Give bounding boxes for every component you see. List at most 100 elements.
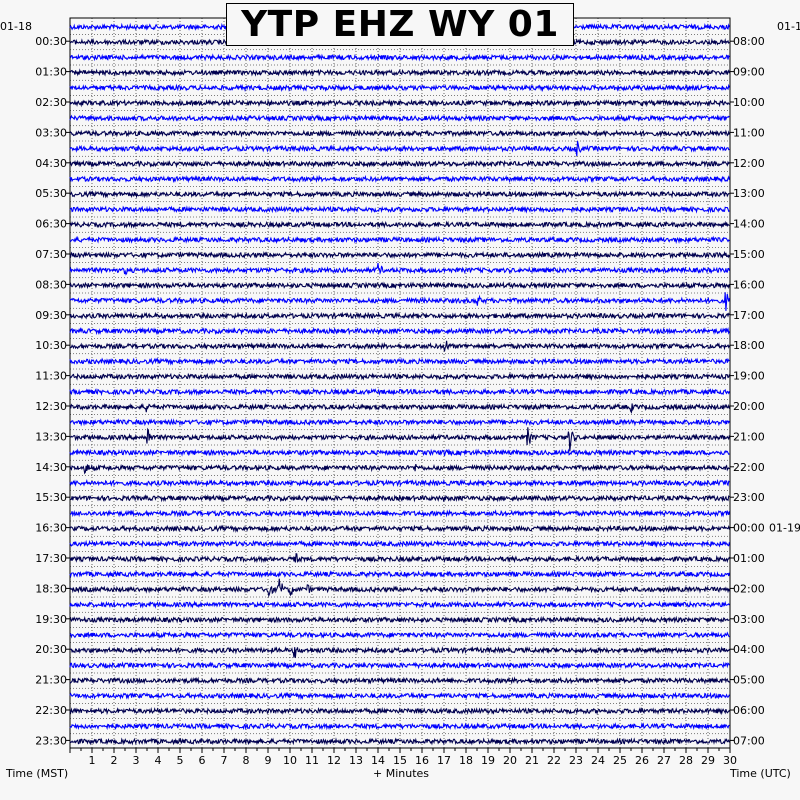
seismic-trace — [69, 417, 730, 427]
seismic-trace — [69, 98, 730, 108]
y-tick-label-right: 18:00 — [733, 339, 765, 352]
seismic-trace — [69, 281, 730, 290]
y-tick-label-right: 06:00 — [733, 704, 765, 717]
y-tick-label-right: 19:00 — [733, 370, 765, 383]
x-tick-label: 6 — [199, 754, 206, 767]
y-tick-label-right: 10:00 — [733, 96, 765, 109]
y-tick-label-right: 05:00 — [733, 674, 765, 687]
seismic-trace — [69, 570, 730, 579]
y-tick-label-right: 00:00 — [733, 522, 765, 535]
y-tick-label-right: 11:00 — [733, 126, 765, 139]
y-tick-label-right: 20:00 — [733, 400, 765, 413]
y-axis-label-right: Time (UTC) — [730, 767, 791, 780]
seismic-trace — [69, 235, 730, 245]
seismic-trace — [69, 387, 730, 397]
seismic-trace — [69, 402, 730, 414]
y-tick-label-left: 23:30 — [35, 734, 67, 747]
seismic-trace — [69, 578, 730, 598]
seismic-trace — [69, 262, 730, 276]
y-tick-label-right: 01:00 — [733, 552, 765, 565]
seismic-trace — [69, 250, 730, 260]
y-tick-label-left: 02:30 — [35, 96, 67, 109]
right-date-change-label: 01-19 — [769, 522, 800, 535]
x-tick-label: 27 — [657, 754, 671, 767]
y-tick-label-right: 09:00 — [733, 66, 765, 79]
x-tick-label: 5 — [177, 754, 184, 767]
y-tick-label-right: 16:00 — [733, 278, 765, 291]
x-tick-label: 16 — [415, 754, 429, 767]
chart-title: YTP EHZ WY 01 — [241, 3, 559, 45]
y-tick-label-left: 19:30 — [35, 613, 67, 626]
seismic-trace — [69, 292, 730, 311]
x-tick-label: 26 — [635, 754, 649, 767]
seismic-trace — [69, 539, 730, 549]
y-tick-label-left: 12:30 — [35, 400, 67, 413]
left-date-label: 01-18 — [0, 20, 32, 33]
y-tick-label-right: 23:00 — [733, 491, 765, 504]
x-tick-label: 8 — [243, 754, 250, 767]
x-tick-label: 17 — [437, 754, 451, 767]
x-axis-label: + Minutes — [373, 767, 430, 780]
x-tick-label: 11 — [305, 754, 319, 767]
y-tick-label-left: 01:30 — [35, 66, 67, 79]
y-tick-label-left: 17:30 — [35, 552, 67, 565]
y-tick-label-right: 07:00 — [733, 734, 765, 747]
y-tick-label-right: 22:00 — [733, 461, 765, 474]
x-tick-label: 19 — [481, 754, 495, 767]
y-tick-label-left: 07:30 — [35, 248, 67, 261]
seismic-trace — [69, 552, 730, 564]
y-tick-label-right: 15:00 — [733, 248, 765, 261]
seismic-trace — [69, 691, 730, 701]
x-tick-label: 25 — [613, 754, 627, 767]
y-tick-label-right: 12:00 — [733, 157, 765, 170]
seismic-trace — [69, 448, 730, 457]
seismic-trace — [69, 427, 730, 452]
y-tick-label-left: 18:30 — [35, 582, 67, 595]
x-tick-label: 10 — [283, 754, 297, 767]
y-tick-label-right: 17:00 — [733, 309, 765, 322]
plot-frame — [69, 17, 731, 749]
y-tick-label-left: 08:30 — [35, 278, 67, 291]
seismic-trace — [69, 615, 730, 625]
seismic-trace — [69, 174, 730, 184]
x-tick-label: 24 — [591, 754, 605, 767]
y-tick-label-left: 13:30 — [35, 430, 67, 443]
seismic-trace — [69, 113, 730, 123]
y-tick-label-left: 04:30 — [35, 157, 67, 170]
y-tick-label-left: 00:30 — [35, 35, 67, 48]
x-tick-label: 14 — [371, 754, 385, 767]
x-tick-label: 1 — [89, 754, 96, 767]
x-tick-label: 7 — [221, 754, 228, 767]
y-tick-label-left: 06:30 — [35, 218, 67, 231]
seismic-trace — [69, 706, 730, 716]
x-tick-label: 3 — [133, 754, 140, 767]
seismic-trace — [69, 600, 730, 609]
y-tick-label-left: 21:30 — [35, 674, 67, 687]
y-tick-label-left: 05:30 — [35, 187, 67, 200]
x-tick-label: 23 — [569, 754, 583, 767]
y-tick-label-left: 20:30 — [35, 643, 67, 656]
y-tick-label-right: 03:00 — [733, 613, 765, 626]
y-tick-label-left: 14:30 — [35, 461, 67, 474]
right-date-label: 01-18 — [777, 20, 800, 33]
trace-group — [69, 22, 730, 746]
seismic-trace — [69, 129, 730, 138]
seismic-trace — [69, 676, 730, 685]
y-axis-label-left: Time (MST) — [6, 767, 69, 780]
x-tick-label: 30 — [723, 754, 737, 767]
y-tick-label-right: 02:00 — [733, 582, 765, 595]
y-tick-label-right: 04:00 — [733, 643, 765, 656]
x-tick-label: 18 — [459, 754, 473, 767]
seismic-trace — [69, 83, 730, 93]
y-tick-label-left: 10:30 — [35, 339, 67, 352]
seismic-trace — [69, 220, 730, 229]
seismic-trace — [69, 478, 730, 488]
y-tick-label-left: 09:30 — [35, 309, 67, 322]
x-tick-label: 4 — [155, 754, 162, 767]
seismic-trace — [69, 737, 730, 746]
y-tick-label-right: 14:00 — [733, 218, 765, 231]
y-tick-label-right: 13:00 — [733, 187, 765, 200]
grid — [70, 18, 730, 748]
seismic-trace — [69, 190, 730, 199]
